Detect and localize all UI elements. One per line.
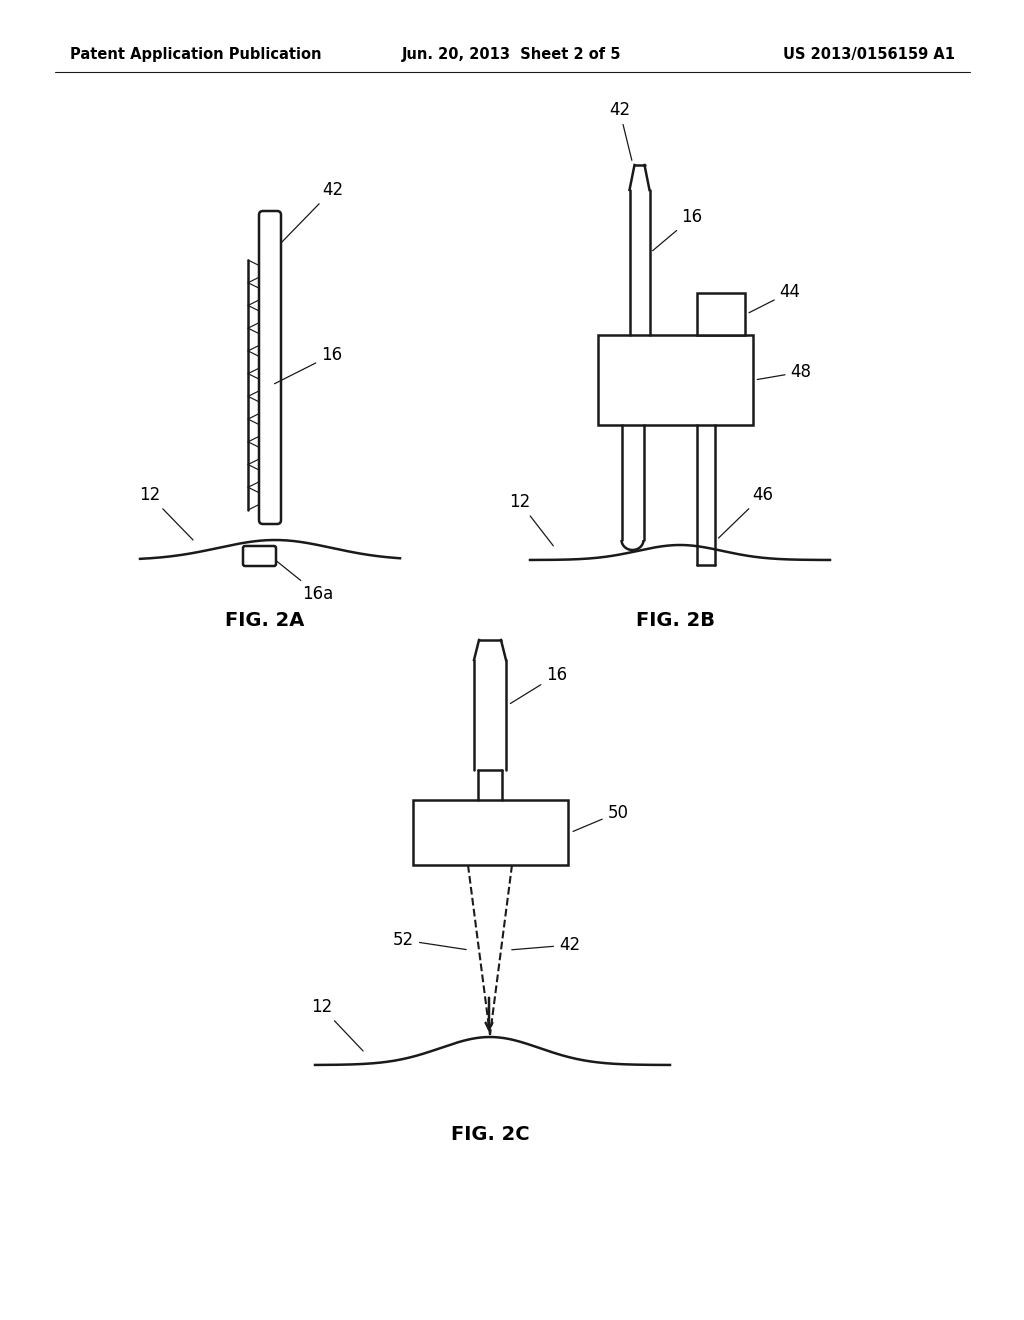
Text: 44: 44 — [749, 282, 801, 313]
Bar — [413, 800, 567, 865]
Bar — [597, 335, 753, 425]
Text: 16: 16 — [510, 667, 567, 704]
Text: 42: 42 — [609, 102, 632, 160]
Text: 42: 42 — [281, 181, 343, 243]
Text: 12: 12 — [509, 492, 553, 545]
Text: FIG. 2A: FIG. 2A — [225, 610, 305, 630]
FancyBboxPatch shape — [243, 546, 276, 566]
Text: 12: 12 — [138, 486, 194, 540]
Text: 42: 42 — [512, 936, 581, 954]
Text: Patent Application Publication: Patent Application Publication — [70, 48, 322, 62]
Bar — [696, 293, 744, 335]
FancyBboxPatch shape — [259, 211, 281, 524]
Text: 16: 16 — [274, 346, 342, 384]
Text: US 2013/0156159 A1: US 2013/0156159 A1 — [783, 48, 955, 62]
Text: 16a: 16a — [276, 561, 333, 603]
Text: 46: 46 — [719, 486, 773, 539]
Text: 12: 12 — [310, 998, 364, 1051]
Text: 16: 16 — [652, 209, 702, 251]
Text: FIG. 2C: FIG. 2C — [451, 1126, 529, 1144]
Text: 52: 52 — [393, 931, 466, 949]
Text: 50: 50 — [573, 804, 629, 832]
Text: FIG. 2B: FIG. 2B — [636, 610, 715, 630]
Text: Jun. 20, 2013  Sheet 2 of 5: Jun. 20, 2013 Sheet 2 of 5 — [402, 48, 622, 62]
Text: 48: 48 — [757, 363, 811, 381]
